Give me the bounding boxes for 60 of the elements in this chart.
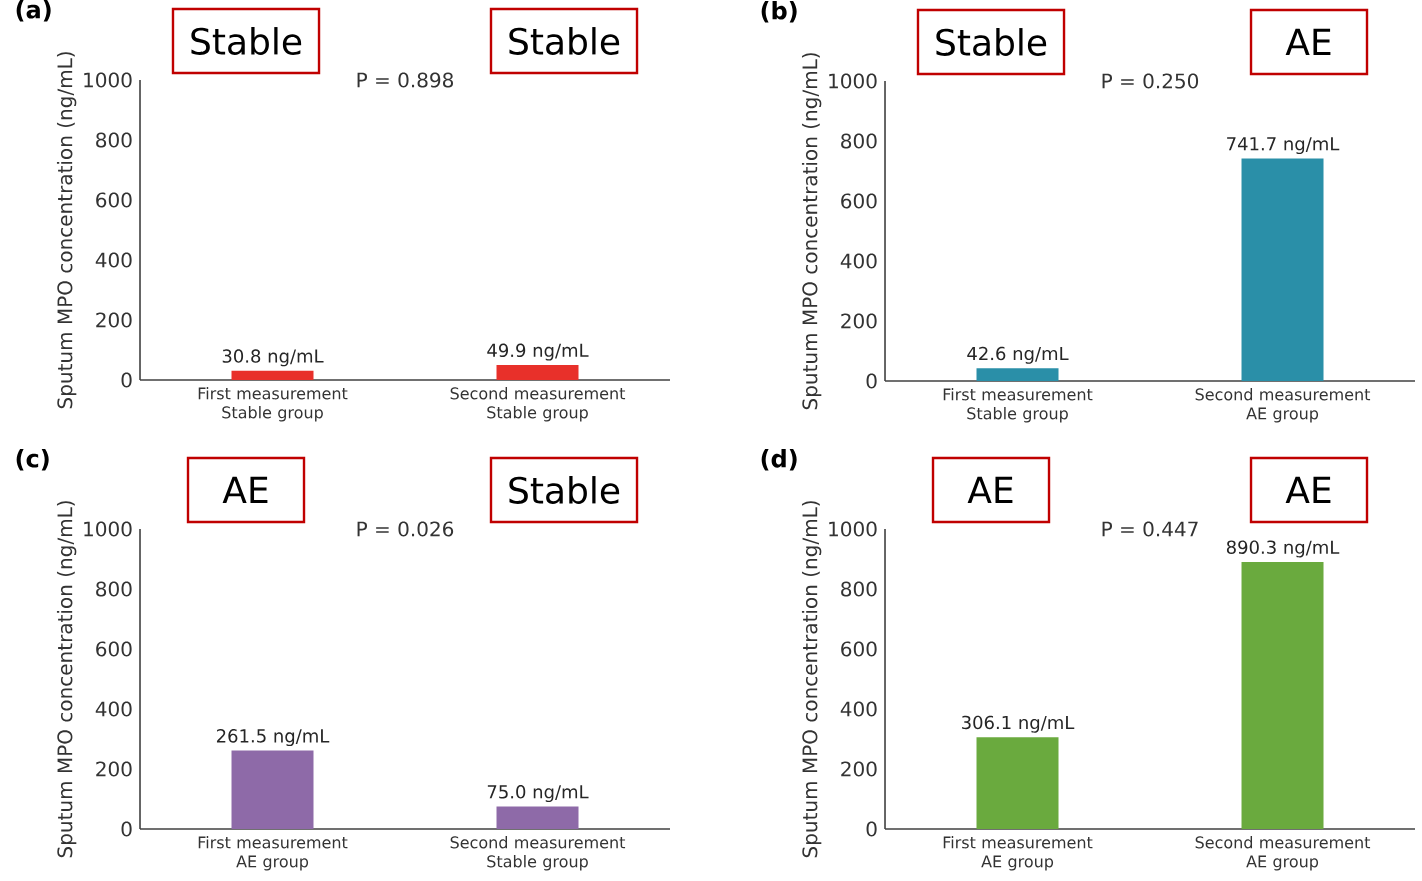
y-tick-label: 800 bbox=[841, 133, 877, 149]
data-label: 30.8 ng/mL bbox=[222, 349, 324, 367]
annotation: P = 0.026 bbox=[357, 521, 454, 537]
y-tick-label: 200 bbox=[841, 761, 877, 777]
x-tick-label: First measurement AE group bbox=[943, 836, 1093, 871]
y-tick-label: 600 bbox=[96, 192, 132, 208]
data-label: 75.0 ng/mL bbox=[487, 784, 589, 803]
y-axis-title: Sputum MPO concentration (ng/mL) bbox=[56, 52, 77, 409]
chart-title: (c) bbox=[16, 449, 49, 471]
x-tick-label: First measurement Stable group bbox=[943, 388, 1093, 423]
data-label: 42.6 ng/mL bbox=[967, 346, 1069, 364]
data-label: 741.7 ng/mL bbox=[1227, 137, 1340, 155]
chart-title: (b) bbox=[761, 1, 797, 23]
y-axis-title: Sputum MPO concentration (ng/mL) bbox=[56, 501, 77, 858]
chart-title: (a) bbox=[16, 0, 51, 22]
text: AE bbox=[222, 476, 268, 504]
y-tick-label: 600 bbox=[841, 641, 877, 657]
x-tick-label: Second measurement AE group bbox=[1195, 836, 1371, 871]
y-tick-label: 800 bbox=[841, 581, 877, 597]
y-tick-label: 800 bbox=[96, 132, 132, 148]
y-tick-label: 1000 bbox=[829, 73, 877, 89]
text: AE bbox=[1285, 28, 1331, 56]
y-tick-label: 0 bbox=[121, 372, 132, 388]
y-tick-label: 1000 bbox=[84, 521, 132, 537]
x-tick-label: Second measurement AE group bbox=[1195, 388, 1371, 423]
y-tick-label: 200 bbox=[841, 313, 877, 329]
y-tick-label: 400 bbox=[840, 701, 877, 717]
text: AE bbox=[967, 476, 1013, 504]
x-tick-label: First measurement Stable group bbox=[198, 387, 348, 422]
data-label: 306.1 ng/mL bbox=[962, 715, 1075, 733]
y-axis-title: Sputum MPO concentration (ng/mL) bbox=[801, 53, 822, 410]
y-tick-label: 800 bbox=[96, 581, 132, 597]
y-axis-title: Sputum MPO concentration (ng/mL) bbox=[801, 501, 822, 858]
y-tick-label: 600 bbox=[96, 641, 132, 657]
y-tick-label: 0 bbox=[866, 373, 877, 389]
data-label: 49.9 ng/mL bbox=[487, 343, 589, 361]
y-tick-label: 400 bbox=[95, 701, 132, 717]
annotation: P = 0.250 bbox=[1102, 73, 1199, 89]
annotation: P = 0.447 bbox=[1102, 521, 1198, 537]
y-tick-label: 1000 bbox=[829, 521, 877, 537]
y-tick-label: 400 bbox=[840, 253, 877, 269]
text: Stable bbox=[509, 476, 620, 504]
y-tick-label: 200 bbox=[96, 761, 132, 777]
annotation: P = 0.898 bbox=[357, 72, 454, 88]
x-tick-label: Second measurement Stable group bbox=[450, 387, 626, 422]
y-tick-label: 0 bbox=[121, 821, 132, 837]
text: Stable bbox=[509, 27, 620, 55]
y-tick-label: 400 bbox=[95, 252, 132, 268]
text: AE bbox=[1285, 476, 1331, 504]
chart-title: (d) bbox=[761, 449, 797, 471]
y-tick-label: 0 bbox=[866, 821, 877, 837]
x-tick-label: First measurement AE group bbox=[198, 836, 348, 871]
text: Stable bbox=[936, 28, 1047, 56]
data-label: 890.3 ng/mL bbox=[1226, 540, 1340, 558]
y-tick-label: 600 bbox=[841, 193, 877, 209]
data-label: 261.5 ng/mL bbox=[216, 729, 330, 747]
x-tick-label: Second measurement Stable group bbox=[450, 836, 626, 871]
text: Stable bbox=[191, 27, 302, 55]
y-tick-label: 200 bbox=[96, 312, 132, 328]
y-tick-label: 1000 bbox=[84, 72, 132, 88]
